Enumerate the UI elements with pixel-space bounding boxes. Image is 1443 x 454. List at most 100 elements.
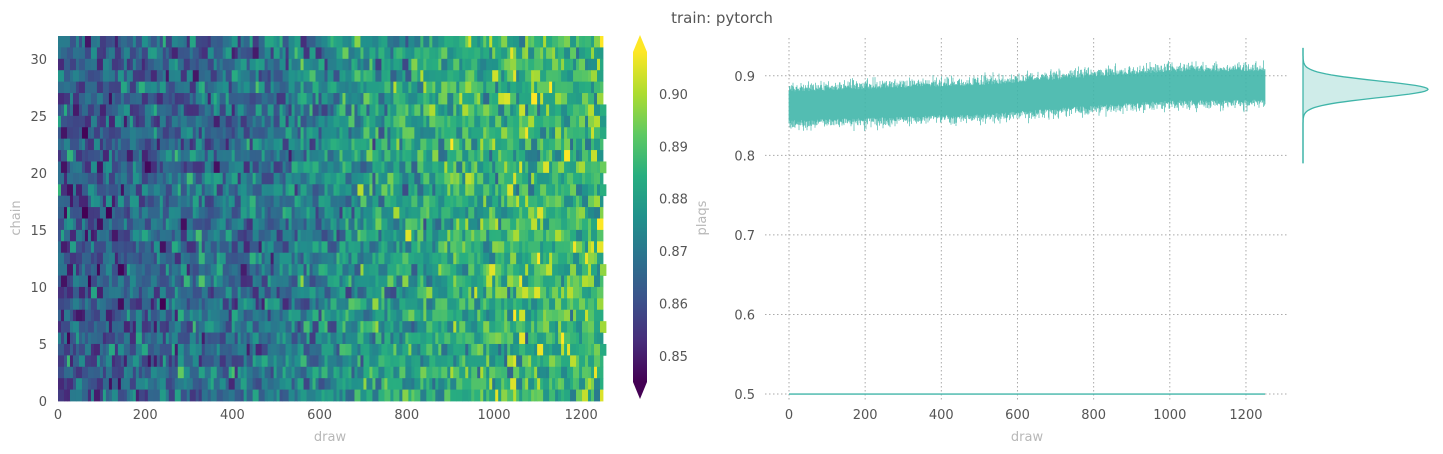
- heatmap-cell: [231, 252, 239, 265]
- heatmap-cell: [393, 252, 397, 265]
- heatmap-cell: [234, 58, 242, 71]
- heatmap-cell: [393, 93, 400, 105]
- heatmap-cell: [300, 309, 307, 322]
- heatmap-cell: [276, 355, 283, 368]
- heatmap-cell: [417, 93, 424, 105]
- heatmap-cell: [237, 127, 245, 140]
- heatmap-cell: [441, 81, 448, 94]
- heatmap-cell: [318, 207, 325, 219]
- heatmap-cell: [210, 127, 218, 140]
- heatmap-cell: [153, 355, 158, 368]
- heatmap-row: [58, 321, 607, 333]
- heatmap-cell: [291, 332, 298, 345]
- heatmap-cell: [372, 195, 379, 208]
- heatmap-cell: [315, 343, 322, 356]
- heatmap-cell: [492, 229, 496, 242]
- heatmap-cell: [516, 218, 520, 231]
- heatmap-cell: [219, 241, 227, 254]
- heatmap-cell: [513, 138, 520, 151]
- heatmap-cell: [435, 127, 439, 140]
- heatmap-cell: [288, 275, 292, 288]
- heatmap-cell: [204, 241, 212, 254]
- heatmap-cell: [336, 252, 340, 265]
- heatmap-cell: [180, 389, 188, 402]
- heatmap-cell: [90, 389, 95, 402]
- heatmap-cell: [294, 47, 298, 60]
- heatmap-cell: [498, 36, 502, 48]
- heatmap-cell: [258, 127, 266, 140]
- heatmap-cell: [261, 275, 269, 288]
- heatmap-cell: [87, 332, 92, 345]
- heatmap-cell: [303, 218, 307, 231]
- heatmap-cell: [435, 47, 439, 60]
- heatmap-cell: [333, 252, 337, 265]
- heatmap-cell: [180, 127, 188, 140]
- heatmap-cell: [504, 70, 508, 83]
- heatmap-cell: [336, 229, 340, 242]
- heatmap-cell: [522, 81, 526, 94]
- heatmap-cell: [129, 332, 137, 345]
- heatmap-cell: [156, 229, 161, 242]
- heatmap-cell: [108, 172, 116, 185]
- heatmap-cell: [123, 275, 131, 288]
- heatmap-cell: [261, 161, 269, 174]
- heatmap-cell: [402, 104, 406, 117]
- heatmap-cell: [534, 332, 538, 345]
- heatmap-cell: [252, 115, 257, 128]
- heatmap-cell: [255, 104, 260, 117]
- heatmap-cell: [237, 355, 245, 368]
- heatmap-cell: [279, 298, 283, 311]
- heatmap-cell: [147, 309, 152, 322]
- heatmap-cell: [156, 321, 161, 333]
- heatmap-cell: [75, 58, 80, 71]
- heatmap-cell: [225, 275, 230, 288]
- heatmap-cell: [459, 298, 466, 311]
- heatmap-cell: [318, 195, 325, 208]
- heatmap-cell: [513, 70, 517, 83]
- heatmap-cell: [174, 150, 179, 162]
- heatmap-cell: [210, 355, 215, 368]
- heatmap-cell: [465, 343, 469, 356]
- heatmap-cell: [390, 104, 397, 117]
- trace-x-tick: 1000: [1153, 408, 1186, 423]
- heatmap-cell: [120, 36, 128, 48]
- heatmap-cell: [192, 229, 197, 242]
- heatmap-cell: [114, 355, 119, 368]
- heatmap-cell: [471, 286, 475, 299]
- heatmap-cell: [477, 58, 481, 71]
- heatmap-cell: [549, 343, 553, 356]
- heatmap-cell: [114, 207, 122, 219]
- heatmap-cell: [264, 298, 269, 311]
- heatmap-cell: [561, 229, 565, 242]
- heatmap-cell: [417, 81, 424, 94]
- heatmap-cell: [336, 195, 340, 208]
- heatmap-cell: [435, 218, 442, 231]
- heatmap-cell: [507, 195, 514, 208]
- heatmap-cell: [78, 36, 83, 48]
- heatmap-cell: [165, 366, 170, 379]
- heatmap-cell: [147, 127, 155, 140]
- heatmap-cell: [285, 184, 289, 197]
- heatmap-cell: [231, 298, 236, 311]
- heatmap-cell: [432, 241, 436, 254]
- heatmap-cell: [516, 378, 520, 390]
- heatmap-cell: [522, 378, 526, 390]
- heatmap-cell: [225, 207, 233, 219]
- heatmap-cell: [387, 343, 394, 356]
- heatmap-cell: [96, 172, 104, 185]
- heatmap-cell: [414, 275, 418, 288]
- heatmap-cell: [390, 115, 394, 128]
- heatmap-cell: [84, 286, 89, 299]
- heatmap-cell: [483, 138, 487, 151]
- heatmap-cell: [261, 115, 266, 128]
- heatmap-cell: [168, 93, 173, 105]
- heatmap-cell: [450, 332, 457, 345]
- heatmap-cell: [438, 127, 442, 140]
- heatmap-cell: [435, 81, 442, 94]
- heatmap-cell: [420, 343, 424, 356]
- heatmap-cell: [564, 150, 571, 162]
- heatmap-cell: [321, 252, 328, 265]
- heatmap-cell: [345, 150, 352, 162]
- heatmap-cell: [291, 195, 295, 208]
